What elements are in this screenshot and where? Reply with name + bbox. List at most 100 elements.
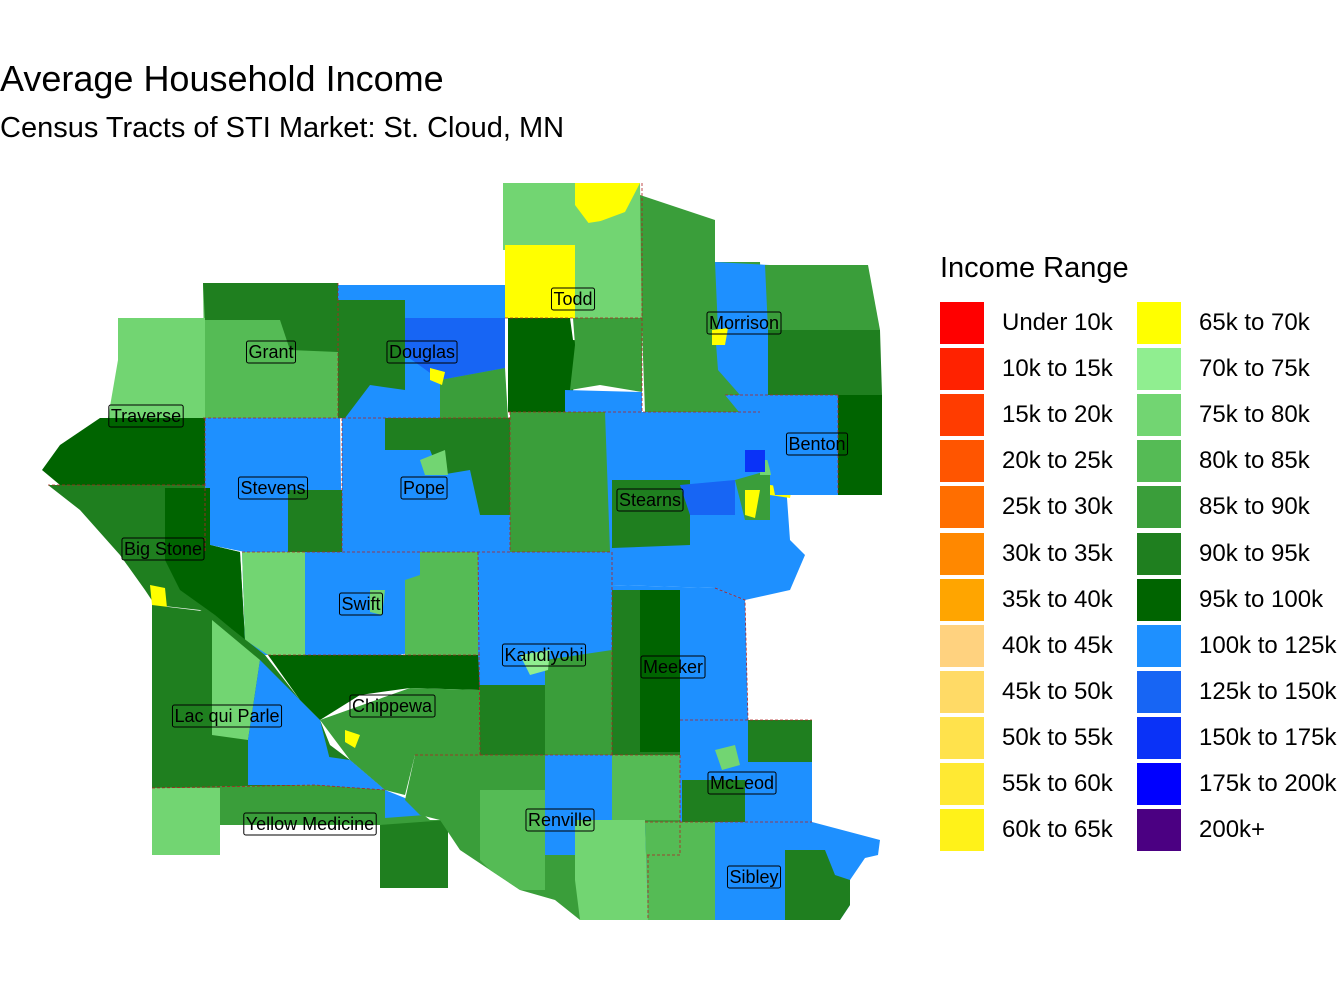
tract bbox=[480, 790, 545, 890]
tract bbox=[612, 480, 690, 548]
county-label-box bbox=[616, 488, 684, 512]
tract bbox=[765, 265, 880, 330]
tract bbox=[715, 330, 768, 395]
legend-swatch bbox=[940, 302, 984, 344]
tract bbox=[315, 755, 385, 790]
tract bbox=[748, 720, 812, 762]
county-name: Lac qui Parle bbox=[174, 706, 279, 726]
tract bbox=[345, 730, 360, 748]
county-label: Grant bbox=[245, 340, 297, 364]
tract bbox=[320, 688, 480, 795]
tract bbox=[680, 480, 735, 515]
legend-label: 15k to 20k bbox=[1002, 401, 1113, 429]
legend-label: 150k to 175k bbox=[1199, 723, 1337, 751]
legend-swatch bbox=[1137, 624, 1181, 667]
tract bbox=[645, 822, 715, 920]
county-name: Grant bbox=[248, 342, 293, 362]
county-label-box bbox=[338, 592, 384, 616]
tract bbox=[480, 685, 545, 755]
tract bbox=[505, 245, 575, 318]
county-label-box bbox=[525, 808, 595, 832]
legend-swatch bbox=[1137, 440, 1181, 483]
tract bbox=[565, 390, 642, 412]
county-name: Todd bbox=[553, 289, 592, 309]
legend-swatch bbox=[940, 809, 984, 852]
county-label: Big Stone bbox=[121, 537, 205, 561]
tract bbox=[640, 590, 680, 752]
tract bbox=[152, 785, 448, 888]
tract bbox=[370, 590, 385, 615]
county-label: Renville bbox=[525, 808, 595, 832]
legend-label: 55k to 60k bbox=[1002, 770, 1113, 797]
tract bbox=[420, 450, 448, 475]
tract bbox=[165, 488, 245, 640]
tract bbox=[612, 755, 682, 820]
county-label: Yellow Medicine bbox=[243, 812, 377, 836]
tract bbox=[440, 368, 508, 418]
legend-label: 175k to 200k bbox=[1199, 770, 1337, 797]
county-name: Kandiyohi bbox=[504, 645, 583, 665]
legend-label: 65k to 70k bbox=[1199, 309, 1310, 336]
legend-swatch bbox=[940, 486, 984, 529]
legend-label: 200k+ bbox=[1199, 816, 1266, 844]
county-label: Stearns bbox=[616, 488, 684, 512]
legend-label: 90k to 95k bbox=[1199, 539, 1310, 567]
legend-swatch bbox=[940, 440, 984, 483]
legend-label: 25k to 30k bbox=[1002, 493, 1113, 521]
county-name: Big Stone bbox=[124, 539, 202, 559]
legend-label: 45k to 50k bbox=[1002, 677, 1113, 705]
tract bbox=[510, 412, 612, 552]
tract bbox=[712, 328, 728, 345]
county-label-box bbox=[400, 476, 448, 500]
county-label: Lac qui Parle bbox=[171, 704, 283, 728]
legend-swatch bbox=[940, 348, 984, 391]
county-label: Todd bbox=[550, 287, 596, 311]
county-label-box bbox=[245, 340, 297, 364]
legend-swatch bbox=[1137, 348, 1181, 391]
county-label-box bbox=[640, 655, 706, 679]
tract bbox=[715, 745, 740, 770]
legend-label: 125k to 150k bbox=[1199, 677, 1337, 705]
legend-label: 50k to 55k bbox=[1002, 723, 1113, 751]
tract bbox=[248, 660, 330, 785]
tract bbox=[715, 262, 770, 335]
legend-swatch bbox=[1137, 486, 1181, 529]
legend-swatch bbox=[940, 716, 984, 759]
county-label: Pope bbox=[400, 476, 448, 500]
county-label-box bbox=[237, 476, 309, 500]
legend-swatch bbox=[1137, 578, 1181, 621]
county-label-box bbox=[171, 704, 283, 728]
tract bbox=[385, 418, 510, 515]
county-label-box bbox=[501, 643, 587, 667]
legend-label: 100k to 125k bbox=[1199, 631, 1337, 659]
tract bbox=[785, 850, 850, 920]
county-label-box bbox=[785, 432, 849, 456]
tract-fills bbox=[42, 183, 882, 920]
county-name: Sibley bbox=[729, 867, 778, 887]
legend-swatch bbox=[1137, 716, 1181, 759]
county-name: McLeod bbox=[710, 773, 774, 793]
county-label: Traverse bbox=[108, 404, 184, 428]
county-label-box bbox=[349, 694, 436, 718]
county-label: Chippewa bbox=[349, 694, 436, 718]
legend-swatch bbox=[940, 578, 984, 621]
legend-label: 80k to 85k bbox=[1199, 447, 1310, 475]
county-label: Stevens bbox=[237, 476, 309, 500]
county-name: Stearns bbox=[619, 490, 681, 510]
legend-swatch bbox=[940, 670, 984, 713]
tract bbox=[268, 655, 480, 720]
county-label: Benton bbox=[785, 432, 849, 456]
tract bbox=[338, 300, 405, 418]
tract bbox=[380, 820, 448, 888]
county-name: Traverse bbox=[111, 406, 181, 426]
legend-label: 20k to 25k bbox=[1002, 447, 1113, 475]
legend-label: 10k to 15k bbox=[1002, 355, 1113, 383]
tract bbox=[745, 450, 765, 472]
legend-label: Under 10k bbox=[1002, 309, 1113, 336]
map-subtitle: Census Tracts of STI Market: St. Cloud, … bbox=[0, 112, 565, 144]
county-label-box bbox=[243, 812, 377, 836]
county-label-box bbox=[550, 287, 596, 311]
tract bbox=[405, 552, 480, 655]
tract bbox=[42, 418, 205, 485]
county-label-box bbox=[121, 537, 205, 561]
